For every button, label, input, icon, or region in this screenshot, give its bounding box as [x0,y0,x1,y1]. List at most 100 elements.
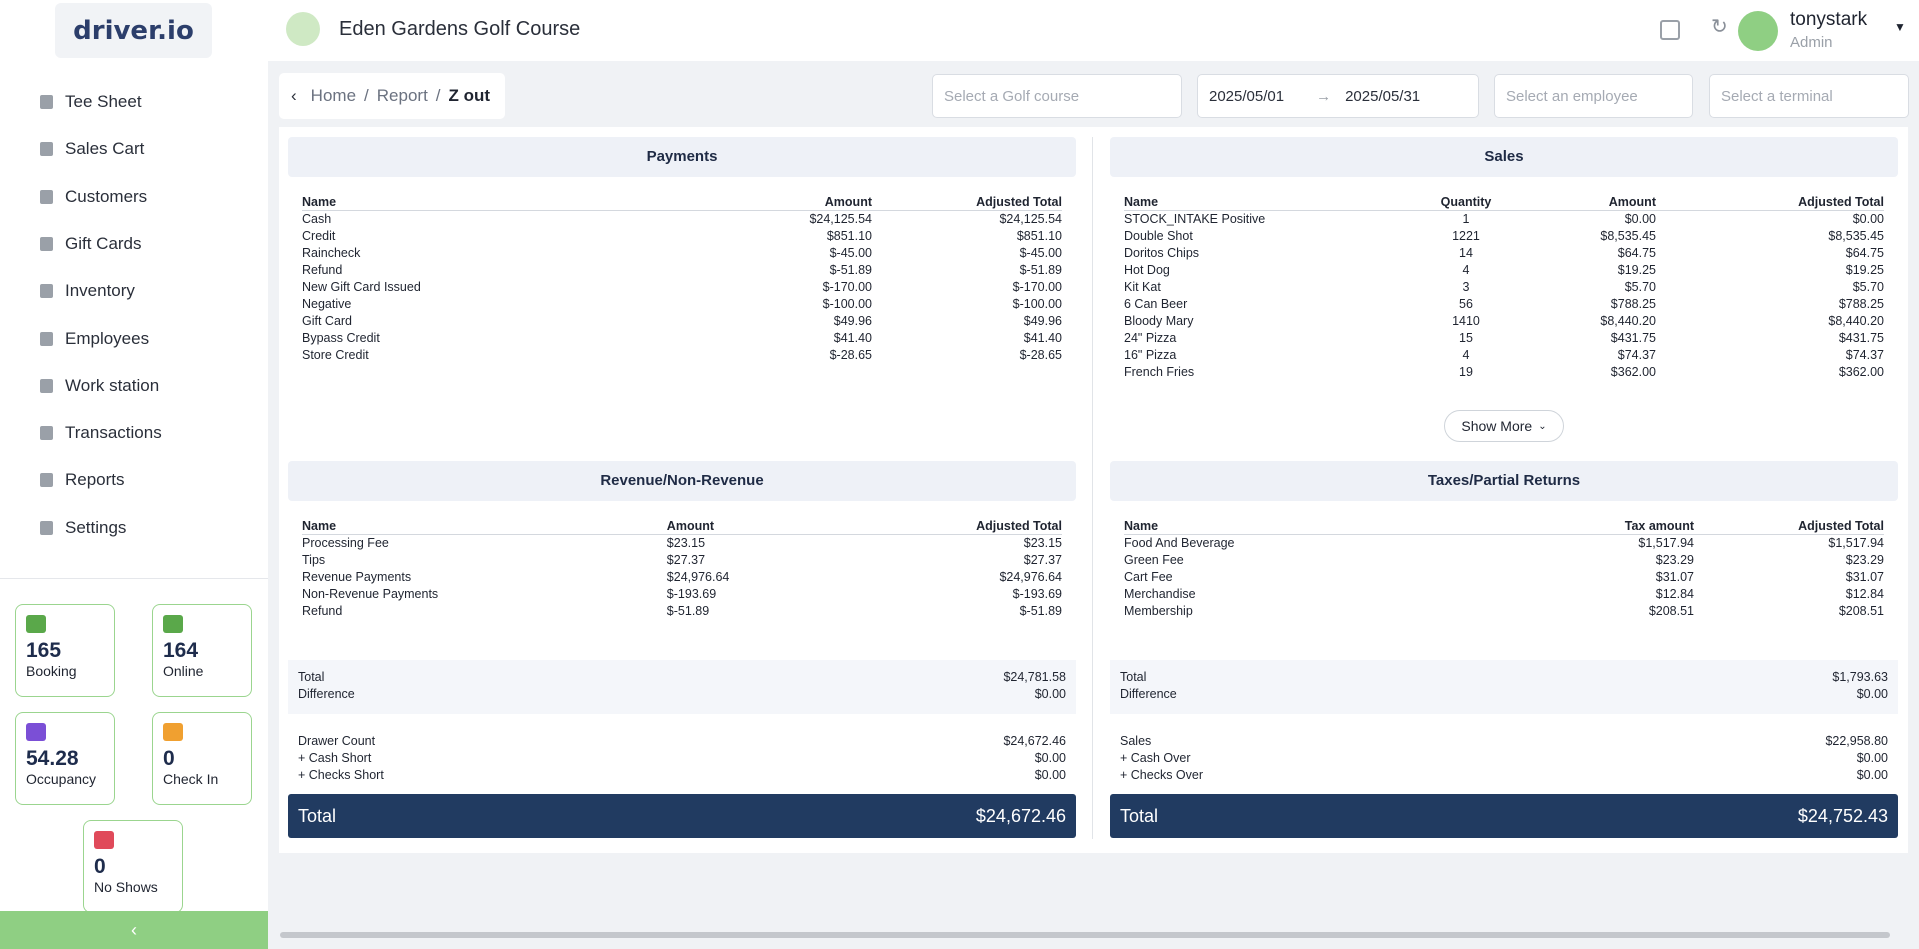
table-cell: 6 Can Beer [1124,297,1188,311]
nav-label: Transactions [65,423,162,443]
table-cell: $24,976.64 [999,570,1062,584]
data-table: Name Amount Adjusted Total Processing Fee $2… [302,517,1062,620]
table-cell: Food And Beverage [1124,536,1235,550]
table-cell: $431.75 [1838,331,1884,345]
nav-item[interactable]: Customers [40,182,147,212]
table-cell: $5.70 [1852,280,1884,294]
nav-item[interactable]: Employees [40,324,149,354]
table-cell: $362.00 [1838,365,1884,379]
column-header: Name [302,193,644,211]
table-row: Membership $208.51 $208.51 [1124,603,1884,620]
nav-item[interactable]: Work station [40,371,159,401]
nav-item[interactable]: Settings [40,513,126,543]
table-row: Refund $-51.89 $-51.89 [302,262,1062,279]
table-cell: $41.40 [833,331,872,345]
stat-card: 0 Check In [152,712,252,805]
table-cell: $-100.00 [822,297,872,311]
summary-value: $22,958.80 [1825,734,1888,748]
back-icon[interactable]: ‹ [291,86,297,105]
summary-value: $0.00 [1856,687,1888,701]
table-cell: Cash [302,212,332,226]
table-row: Hot Dog 4 $19.25 $19.25 [1124,262,1884,279]
header-row: Name Amount Adjusted Total [302,517,1062,535]
user-caret[interactable]: ▼ [1894,20,1906,34]
show-more-button[interactable]: Show More ⌄ [1444,410,1564,442]
grand-total-label: Total [1120,805,1159,826]
nav-item[interactable]: Inventory [40,276,135,306]
nav-item[interactable]: Reports [40,465,125,495]
nav-icon [40,473,53,488]
table-cell: Processing Fee [302,536,389,550]
stat-label: Occupancy [26,771,97,787]
show-more-label: Show More [1461,418,1533,434]
table-row: Raincheck $-45.00 $-45.00 [302,245,1062,262]
date-to: 2025/05/31 [1345,87,1421,105]
summary-label: Total [298,670,325,684]
table-row: Cash $24,125.54 $24,125.54 [302,211,1062,229]
nav-item[interactable]: Gift Cards [40,229,142,259]
summary-label: Difference [298,687,355,701]
stat-label: Booking [26,663,77,679]
column-header: Name [1124,193,1413,211]
table-cell: 24" Pizza [1124,331,1177,345]
crumb: Z out [448,86,491,105]
stat-card: 165 Booking [15,604,115,697]
summary-value: $0.00 [1856,751,1888,765]
terminal-select[interactable]: Select a terminal [1709,74,1909,118]
grand-total: Total $24,672.46 [288,794,1076,838]
table-cell: $1,517.94 [1638,536,1694,550]
table-cell: Gift Card [302,314,353,328]
course-icon [286,12,320,46]
table-row: Tips $27.37 $27.37 [302,552,1062,569]
table-cell: Credit [302,229,336,243]
table-cell: $27.37 [666,553,706,567]
table-cell: $12.84 [1655,587,1694,601]
table-row: Negative $-100.00 $-100.00 [302,296,1062,313]
crumb[interactable]: Report [376,86,428,105]
nav-label: Work station [65,375,160,395]
refresh-icon[interactable]: ↻ [1711,16,1728,38]
table-cell: 4 [1462,348,1470,362]
table-cell: $19.25 [1845,263,1884,277]
date-range[interactable]: 2025/05/01 → 2025/05/31 [1197,74,1479,118]
table-cell: Store Credit [302,348,369,362]
summary-value: $24,781.58 [1003,670,1066,684]
table-cell: $-170.00 [822,280,872,294]
table-cell: $64.75 [1617,246,1656,260]
nav-item[interactable]: Sales Cart [40,134,144,164]
column-header: Adjusted Total [1694,517,1884,535]
nav-icon [40,284,53,299]
employee-select[interactable]: Select an employee [1494,74,1693,118]
summary-label: + Cash Short [298,751,372,765]
crumb[interactable]: Home [310,86,357,105]
table-row: Merchandise $12.84 $12.84 [1124,586,1884,603]
table-cell: $23.15 [1023,536,1062,550]
table-cell: $851.10 [826,229,872,243]
header-row: Name Tax amount Adjusted Total [1124,517,1884,535]
table-cell: $27.37 [1023,553,1062,567]
table-cell: $49.96 [833,314,872,328]
collapse-button[interactable]: ‹ [0,911,268,949]
user-name[interactable]: tonystark [1790,9,1868,30]
fullscreen-icon[interactable] [1660,20,1680,40]
nav-item[interactable]: Tee Sheet [40,87,142,117]
golf-course-select[interactable]: Select a Golf course [932,74,1182,118]
nav-item[interactable]: Transactions [40,418,162,448]
summary-row: + Cash Over $0.00 [1120,750,1888,767]
table-cell: $74.37 [1617,348,1656,362]
divider [0,578,268,579]
table-cell: 19 [1459,365,1473,379]
scrollbar[interactable] [280,932,1890,938]
table-cell: Hot Dog [1124,263,1170,277]
column-header: Amount [1519,193,1656,211]
table-cell: $-170.00 [1012,280,1062,294]
summary-value: $24,672.46 [1003,734,1066,748]
table-row: Kit Kat 3 $5.70 $5.70 [1124,279,1884,296]
section-header: Taxes/Partial Returns [1110,461,1898,501]
table-cell: $24,125.54 [809,212,872,226]
table-cell: $-28.65 [1019,348,1062,362]
avatar[interactable] [1738,11,1778,51]
table-cell: $8,440.20 [1828,314,1884,328]
logo[interactable]: driver.io [55,3,212,58]
table-cell: $23.29 [1655,553,1694,567]
